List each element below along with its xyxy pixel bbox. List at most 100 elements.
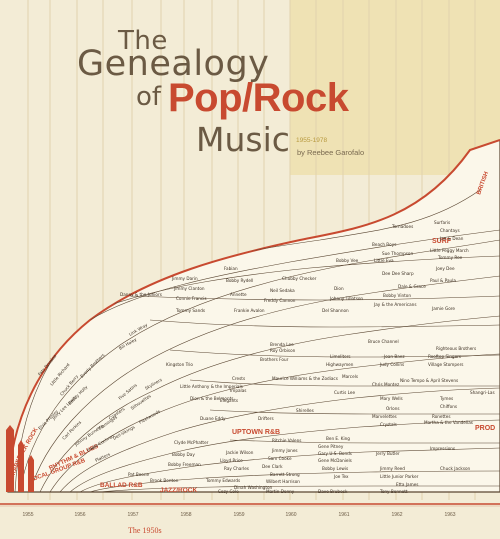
title-panel-background — [290, 0, 500, 175]
artist-name: Sam Cooke — [268, 456, 292, 461]
axis-tick-1960: 1960 — [285, 512, 297, 518]
artist-name: Shangri-Las — [470, 390, 495, 395]
artist-name: Dale & Grace — [398, 284, 426, 289]
title-music: Music — [196, 120, 290, 159]
genre-label-uptown-rb: UPTOWN R&B — [232, 429, 280, 436]
genre-label-prod: PROD — [475, 425, 495, 432]
axis-tick-1963: 1963 — [444, 512, 456, 518]
genre-label-ballad-rb: BALLAD R&B — [100, 482, 143, 489]
artist-name: Dion — [334, 286, 344, 291]
artist-name: Jerry Butler — [375, 451, 400, 456]
artist-name: Beach Boys — [372, 242, 396, 247]
artist-name: Ben E. King — [326, 436, 350, 441]
artist-name: Marcels — [342, 374, 358, 379]
artist-name: Bobby Rydell — [226, 278, 253, 283]
artist-name: Dee Clark — [262, 464, 283, 469]
artist-name: Etta James — [396, 482, 418, 487]
title-of: of — [136, 82, 162, 112]
artist-name: Frankie Avalon — [234, 308, 265, 313]
artist-name: Jimmy Darin — [171, 276, 198, 281]
artist-name: Tommy Roe — [437, 255, 463, 260]
artist-name: Tommy Edwards — [205, 478, 240, 483]
artist-name: Jay & the Americans — [373, 302, 417, 307]
axis-tick-1955: 1955 — [22, 512, 34, 518]
artist-name: Lloyd Price — [220, 458, 243, 463]
artist-name: Surfaris — [434, 220, 450, 225]
artist-name: Bobby Freeman — [168, 462, 201, 467]
artist-name: Righteous Brothers — [436, 346, 476, 351]
artist-name: Martin Denny — [266, 489, 295, 494]
axis-tick-1956: 1956 — [74, 512, 86, 518]
artist-name: Roy Orbison — [270, 348, 296, 353]
artist-name: Dave Brubeck — [318, 489, 348, 494]
artist-name: Jimmy Jones — [271, 448, 298, 453]
artist-name: Pat Boone — [128, 472, 150, 477]
axis-tick-1957: 1957 — [127, 512, 139, 518]
artist-name: Little Junior Parker — [380, 474, 419, 479]
artist-name: Johnny Tillotson — [329, 296, 363, 301]
artist-name: Martha & the Vandellas — [424, 420, 473, 425]
genre-label-surf: SURF — [432, 238, 452, 245]
decade-label: The 1950s — [128, 526, 162, 535]
artist-name: Village Stompers — [428, 362, 463, 367]
artist-name: Chuck Jackson — [440, 466, 471, 471]
title-author: by Reebee Garofalo — [297, 148, 365, 157]
artist-name: Ronettes — [432, 414, 451, 419]
artist-name: Jimmy Clanton — [173, 286, 205, 291]
artist-name: Chantays — [440, 228, 460, 233]
axis-tick-1958: 1958 — [180, 512, 192, 518]
artist-name: Sue Thompson — [382, 251, 413, 256]
artist-name: Impressions — [430, 446, 455, 451]
artist-name: Gene McDaniels — [318, 458, 352, 463]
artist-name: Bruce Channel — [368, 339, 399, 344]
artist-name: Ray Charles — [224, 466, 249, 471]
artist-name: Mary Wells — [380, 396, 403, 401]
artist-name: Jamie Gore — [431, 306, 455, 311]
artist-name: Impalas — [230, 388, 246, 393]
artist-name: Neil Sedaka — [270, 288, 295, 293]
artist-name: Dee Dee Sharp — [382, 271, 414, 276]
genre-label-jazz-rock: JAZZ/ROCK — [160, 487, 198, 494]
artist-name: Danny & the Juniors — [120, 292, 162, 297]
artist-name: Annette — [230, 292, 247, 297]
axis-tick-1959: 1959 — [233, 512, 245, 518]
artist-name: Nino Tempo & April Stevens — [400, 378, 458, 383]
title-years: 1955-1978 — [296, 137, 328, 144]
artist-name: Shirelles — [296, 408, 314, 413]
artist-name: Tony Bennett — [379, 489, 408, 494]
artist-name: Joey Dee — [435, 266, 455, 271]
artist-name: Crests — [232, 376, 245, 381]
artist-name: Chiffons — [440, 404, 457, 409]
genealogy-stream-diagram: SURF BRITISH FOLK ROCK UPTOWN R&B RHYTHM… — [6, 139, 500, 494]
artist-name: Joan Baez — [383, 354, 405, 359]
artist-name: Jackie Wilson — [225, 450, 254, 455]
artist-name: Cozy Cole — [218, 489, 239, 494]
artist-name: Barrett Strong — [270, 472, 300, 477]
artist-name: Brook Benton — [150, 478, 179, 483]
artist-name: Jimmy Reed — [379, 466, 405, 471]
artist-name: Highwaymen — [326, 362, 354, 367]
timeline-axis — [0, 503, 500, 507]
artist-name: Clyde McPhatter — [174, 440, 209, 445]
artist-name: Bobby Vee — [336, 258, 359, 263]
left-genre-arrows — [6, 425, 34, 492]
artist-name: Bobby Lewis — [322, 466, 348, 471]
title-genealogy: Genealogy — [77, 44, 270, 84]
artist-name: Joe Tex — [333, 474, 349, 479]
artist-name: Orlons — [386, 406, 400, 411]
artist-name: Little Eva — [374, 258, 394, 263]
artist-name: Limeliters — [330, 354, 351, 359]
artist-name: Chubby Checker — [282, 276, 317, 281]
artist-name: Del Shannon — [322, 308, 349, 313]
artist-name: Judy Collins — [379, 362, 404, 367]
artist-name: Brenda Lee — [270, 342, 294, 347]
stream-outer-band — [7, 139, 500, 493]
title-poprock: Pop/Rock — [168, 76, 349, 120]
artist-name: Bobby Day — [172, 452, 195, 457]
artist-name: Wilbert Harrison — [266, 479, 300, 484]
artist-name: Kingston Trio — [166, 362, 193, 367]
artist-name: Marvelettes — [372, 414, 397, 419]
artist-name: Dinah Washington — [234, 485, 273, 490]
artist-name: Curtis Lee — [334, 390, 355, 395]
